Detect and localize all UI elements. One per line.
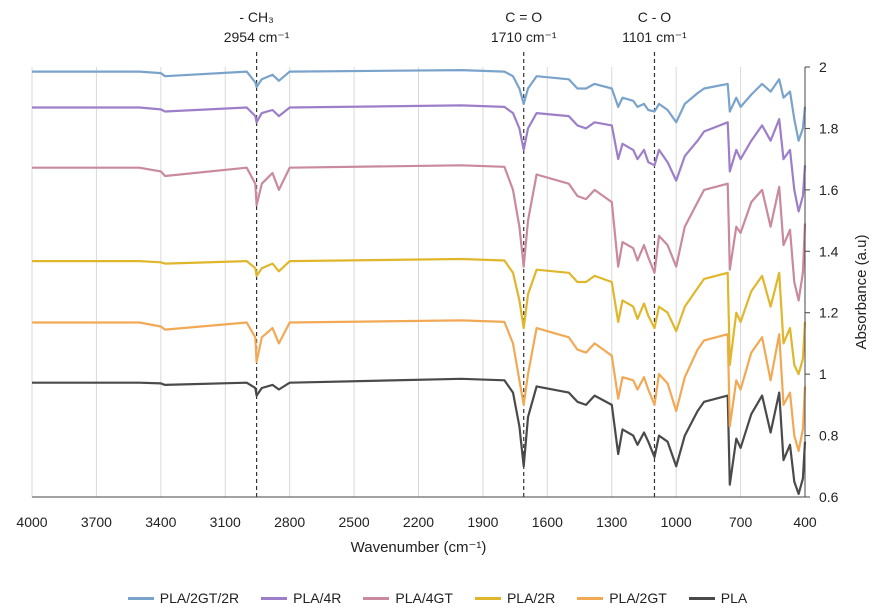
legend: PLA/2GT/2R PLA/4R PLA/4GT PLA/2R PLA/2GT PLA [0, 588, 875, 608]
legend-label: PLA [720, 590, 748, 606]
annotation-wavenumber: 1710 cm⁻¹ [491, 29, 557, 45]
legend-label: PLA/4GT [395, 590, 453, 606]
x-tick-label: 2500 [339, 514, 370, 530]
x-tick-label: 400 [793, 514, 817, 530]
legend-label: PLA/2GT [609, 590, 667, 606]
legend-swatch [363, 596, 390, 600]
ftir-chart: - CH₃ 2954 cm⁻¹ C = O 1710 cm⁻¹ C - O 1101 cm… [16, 9, 870, 556]
series-line [32, 68, 807, 142]
y-tick-label: 1 [819, 366, 827, 382]
y-axis-title: Absorbance (a.u) [853, 234, 870, 349]
annotation-label: C - O [638, 9, 672, 25]
legend-swatch [261, 596, 288, 600]
legend-label: PLA/2GT/2R [159, 590, 240, 606]
annotation-label: C = O [505, 9, 542, 25]
legend-label: PLA/2R [506, 590, 556, 606]
series-line [32, 319, 807, 452]
grid [31, 67, 806, 497]
legend-item: PLA/2GT [577, 588, 667, 608]
annotation-wavenumber: 2954 cm⁻¹ [224, 29, 290, 45]
legend-item: PLA/4R [261, 588, 341, 608]
legend-swatch [474, 596, 501, 600]
series-line [32, 257, 807, 376]
x-tick-label: 2200 [403, 514, 434, 530]
x-axis-title: Wavenumber (cm⁻¹) [351, 539, 487, 556]
x-tick-label: 1000 [661, 514, 692, 530]
x-tick-label: 3400 [145, 514, 176, 530]
x-tick-label: 3700 [81, 514, 112, 530]
y-tick-label: 1.2 [819, 305, 839, 321]
x-tick-label: 3100 [210, 514, 241, 530]
series-lines [32, 68, 807, 495]
y-tick-label: 1.4 [819, 243, 839, 259]
legend-swatch [577, 596, 604, 600]
x-axis: 4000 3700 3400 3100 2800 2500 2200 1900 1600 1300… [16, 496, 817, 530]
y-tick-label: 0.6 [819, 489, 839, 505]
legend-item: PLA/2GT/2R [127, 588, 240, 608]
legend-item: PLA [688, 588, 748, 608]
x-tick-label: 1300 [596, 514, 627, 530]
x-tick-label: 4000 [16, 514, 47, 530]
annotations: - CH₃ 2954 cm⁻¹ C = O 1710 cm⁻¹ C - O 1101 cm… [224, 9, 687, 497]
series-line [32, 164, 807, 302]
legend-item: PLA/4GT [363, 588, 453, 608]
series-line [32, 104, 807, 213]
legend-swatch [127, 596, 154, 600]
x-tick-label: 2800 [274, 514, 305, 530]
annotation-label: - CH₃ [239, 9, 273, 25]
legend-item: PLA/2R [474, 588, 556, 608]
x-tick-label: 700 [729, 514, 753, 530]
legend-swatch [688, 596, 715, 600]
y-tick-label: 1.8 [819, 120, 839, 136]
y-tick-label: 2 [819, 59, 827, 75]
x-tick-label: 1600 [532, 514, 563, 530]
y-tick-label: 1.6 [819, 182, 839, 198]
series-line [32, 377, 807, 495]
x-tick-label: 1900 [467, 514, 498, 530]
y-tick-label: 0.8 [819, 428, 839, 444]
annotation-wavenumber: 1101 cm⁻¹ [622, 29, 687, 45]
y-axis: 0.6 0.8 1 1.2 1.4 1.6 1.8 2 [804, 59, 839, 505]
legend-label: PLA/4R [293, 590, 342, 606]
